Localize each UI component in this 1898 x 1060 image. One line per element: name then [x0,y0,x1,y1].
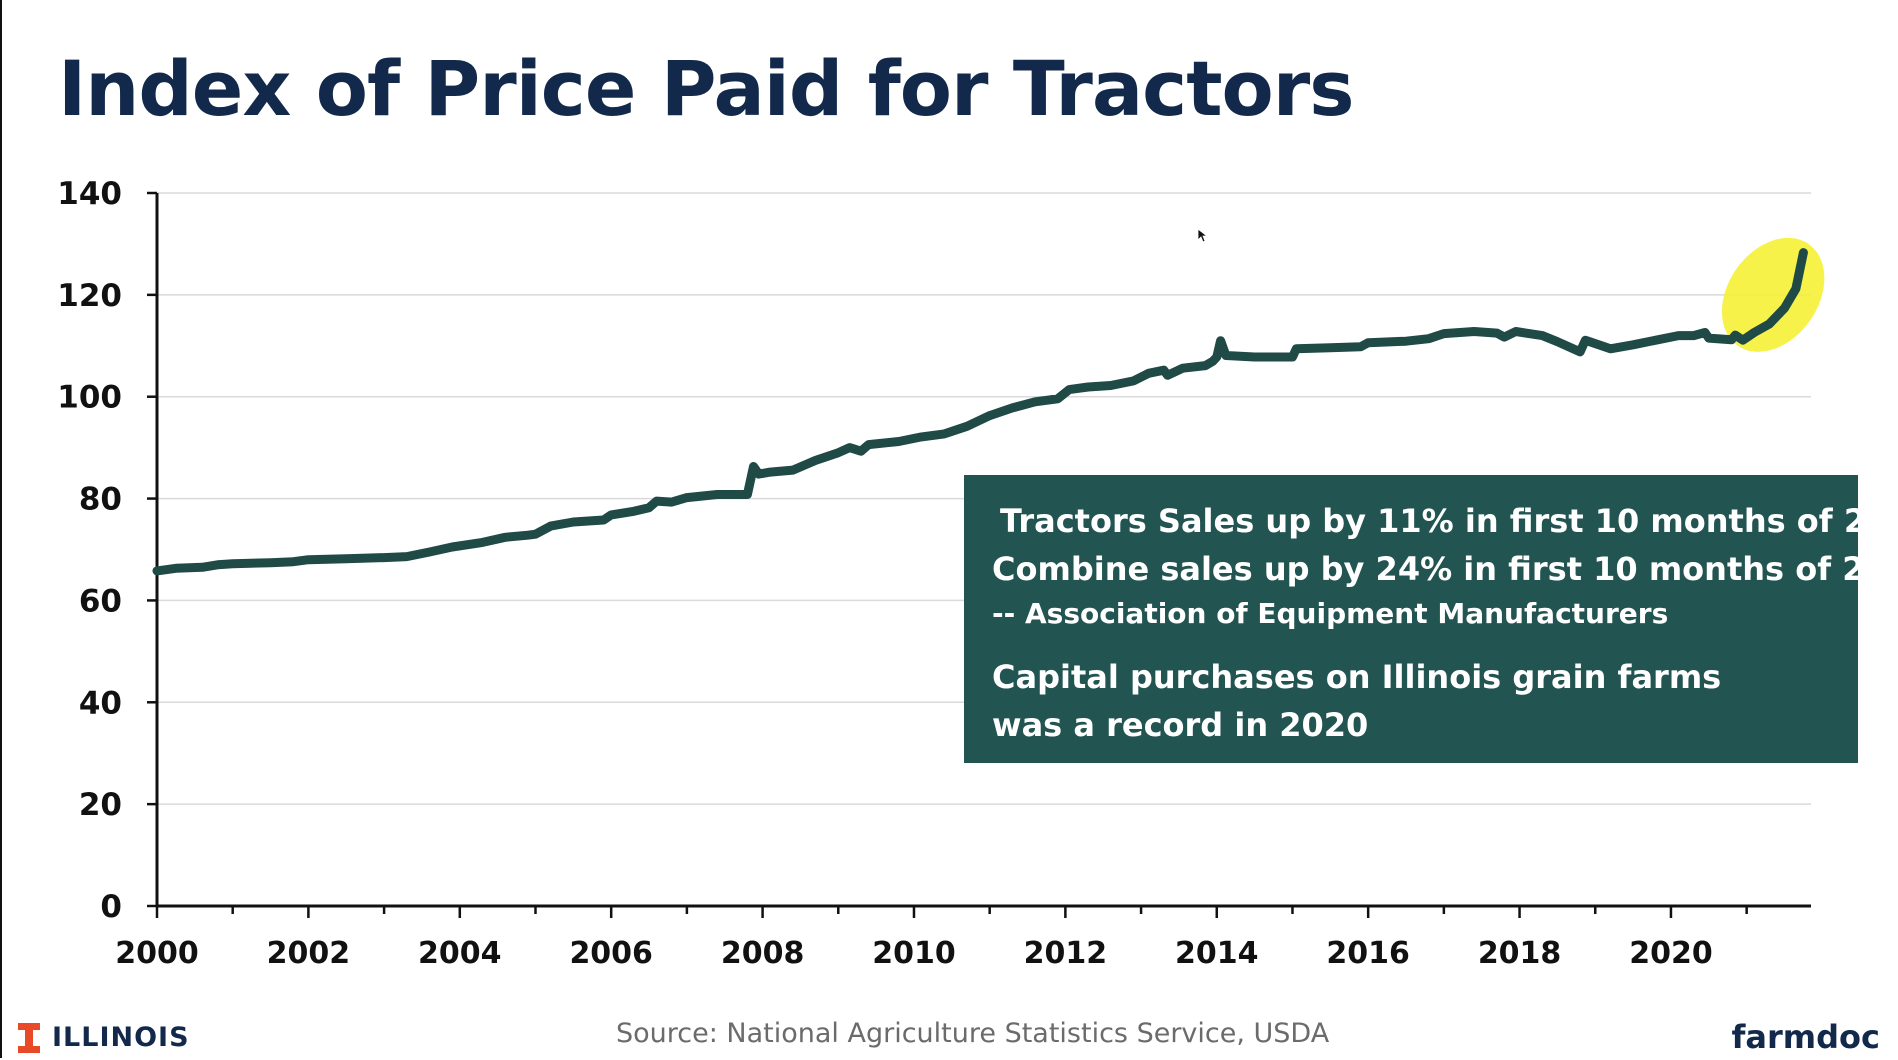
x-tick-label-2004: 2004 [418,936,502,971]
x-tick-label-2000: 2000 [115,936,199,971]
page-title: Index of Price Paid for Tractors [58,44,1354,133]
farmdoc-logo: farmdoc [1731,1018,1881,1056]
callout-line-capital-purchases: Capital purchases on Illinois grain farm… [992,658,1722,696]
y-tick-label-40: 40 [79,685,122,721]
callout-line-record: was a record in 2020 [992,706,1369,744]
x-tick-label-2016: 2016 [1326,936,1410,971]
mouse-pointer-icon [1197,228,1209,243]
x-tick-label-2008: 2008 [721,936,805,971]
x-tick-label-2010: 2010 [872,936,956,971]
callout-box: Tractors Sales up by 11% in first 10 mon… [964,475,1898,763]
x-tick-label-2020: 2020 [1629,936,1713,971]
x-tick-label-2012: 2012 [1024,936,1108,971]
illinois-logo: ILLINOIS [18,1022,190,1053]
callout-line-combine-sales: Combine sales up by 24% in first 10 mont… [992,550,1898,588]
y-tick-label-60: 60 [79,583,122,619]
x-tick-label-2002: 2002 [267,936,351,971]
y-tick-label-120: 120 [57,278,122,314]
source-note: Source: National Agriculture Statistics … [616,1018,1330,1049]
x-tick-label-2006: 2006 [569,936,653,971]
callout-line-tractor-sales: Tractors Sales up by 11% in first 10 mon… [1000,502,1898,540]
y-tick-label-140: 140 [57,176,122,212]
y-tick-label-100: 100 [57,380,122,416]
callout-line-attribution: -- Association of Equipment Manufacturer… [992,597,1669,630]
illinois-logo-text: ILLINOIS [52,1022,190,1053]
x-tick-label-2018: 2018 [1478,936,1562,971]
y-tick-label-0: 0 [100,889,122,925]
series-line-tractor-price-index [152,248,1808,576]
x-tick-label-2014: 2014 [1175,936,1259,971]
block-i-icon [18,1022,40,1053]
y-tick-label-80: 80 [79,482,122,518]
y-tick-label-20: 20 [79,787,122,823]
